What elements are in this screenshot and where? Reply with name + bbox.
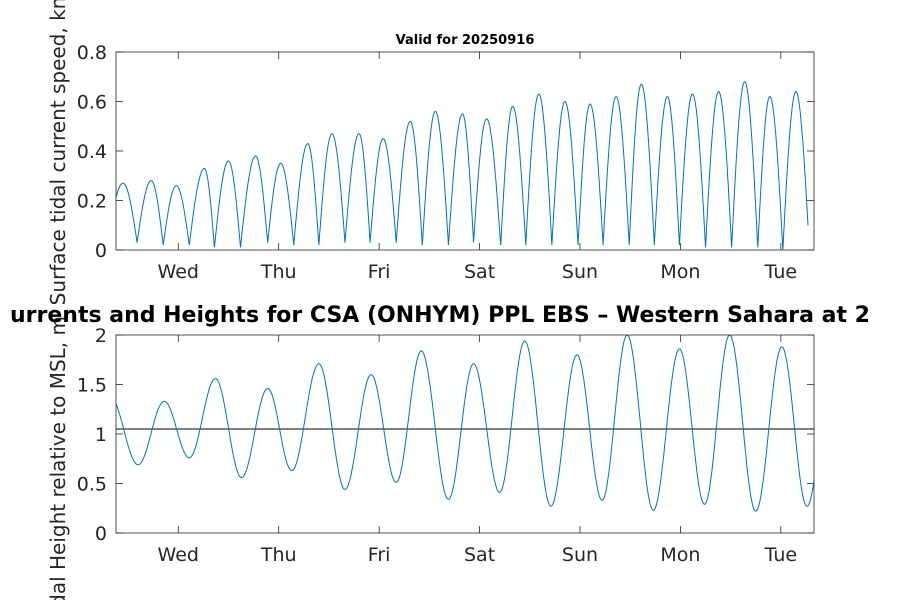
tidal-height-ytick-label: 2 [95,325,107,347]
tidal-height-xtick-label: Fri [368,544,391,566]
current-speed-series-line [116,81,809,250]
current-speed-ytick-label: 0.8 [77,42,107,64]
current-speed-ylabel: Surface tidal current speed, kn [46,0,70,305]
figure-title: urrents and Heights for CSA (ONHYM) PPL … [10,303,870,328]
tidal-height-axes-box [115,334,815,534]
current-speed-axes-box [115,51,815,251]
current-speed-xtick-label: Sat [464,261,495,283]
current-speed-ytick-label: 0.6 [77,92,107,114]
current-speed-xtick-label: Fri [368,261,391,283]
tidal-height-ytick-label: 0 [95,523,107,545]
current-speed-title: Valid for 20250916 [396,33,535,48]
tidal-height-xtick-label: Tue [764,544,797,566]
tidal-height-xtick-label: Wed [158,544,199,566]
tidal-height-series-line [116,335,814,512]
current-speed-ytick-label: 0 [95,240,107,262]
current-speed-ytick-label: 0.2 [77,191,107,213]
current-speed-xtick-label: Wed [158,261,199,283]
current-speed-xtick-label: Sun [562,261,598,283]
current-speed-xtick-label: Thu [260,261,297,283]
tidal-height-axes: 0 0.5 1 1.5 2 Wed Thu Fri Sat Sun Mon Tue Tidal Hei… [46,316,815,600]
current-speed-plot-area [116,52,814,250]
current-speed-xtick-label: Tue [764,261,797,283]
tidal-height-ylabel: Tidal Height relative to MSL, m [46,316,70,600]
tidal-height-ytick-label: 1.5 [77,375,107,397]
tidal-height-xtick-label: Thu [260,544,297,566]
current-speed-xtick-label: Mon [660,261,700,283]
tidal-height-xtick-label: Sat [464,544,495,566]
tidal-height-ytick-label: 1 [95,424,107,446]
tidal-height-xtick-label: Sun [562,544,598,566]
current-speed-axes: 0 0.2 0.4 0.6 0.8 Wed Thu Fri Sat Sun Mon Tue Valid… [46,0,815,305]
tidal-height-xtick-label: Mon [660,544,700,566]
tidal-height-plot-area [116,335,814,533]
tidal-height-ytick-label: 0.5 [77,474,107,496]
current-speed-ytick-label: 0.4 [77,141,107,163]
